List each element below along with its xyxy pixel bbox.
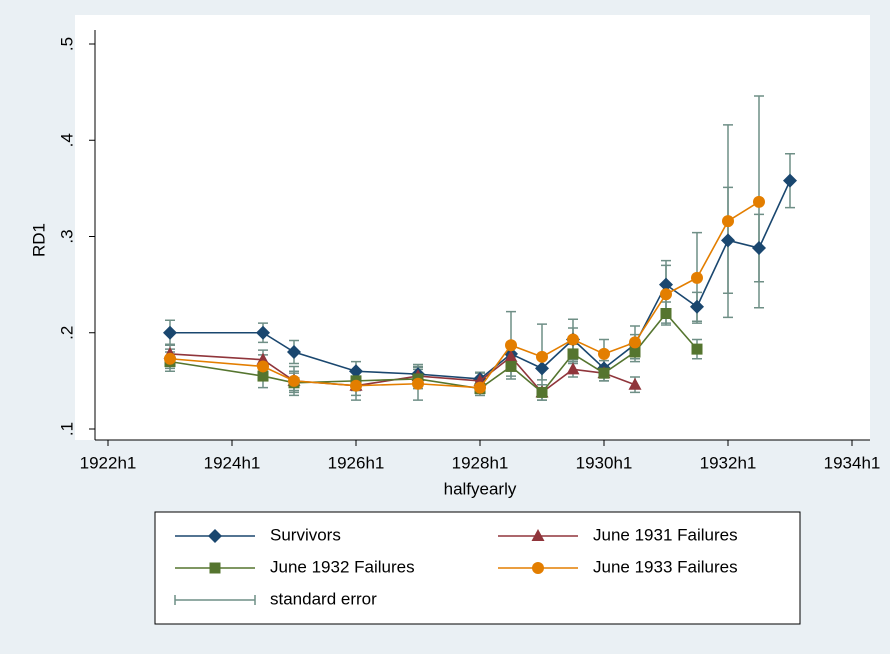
data-point: [691, 271, 703, 284]
data-point: [660, 308, 672, 319]
x-tick-label: 1922h1: [80, 453, 137, 472]
legend-marker: [209, 562, 221, 574]
data-point: [504, 349, 518, 362]
y-tick-label: .1: [57, 422, 76, 436]
data-point: [287, 345, 301, 359]
legend-label: June 1933 Failures: [593, 557, 738, 576]
data-point: [256, 325, 270, 340]
data-point: [722, 215, 734, 228]
data-point: [536, 350, 548, 363]
data-point: [598, 347, 610, 360]
data-point: [474, 381, 486, 394]
y-tick-label: .3: [57, 229, 76, 243]
data-point: [721, 233, 735, 248]
legend-label: June 1931 Failures: [593, 525, 738, 544]
legend-marker: [531, 529, 545, 541]
legend-error-bar: [174, 595, 256, 605]
legend-label: June 1932 Failures: [270, 557, 415, 576]
y-axis-title: RD1: [29, 223, 48, 257]
data-point: [753, 195, 765, 208]
data-point: [691, 343, 703, 355]
data-point: [659, 277, 673, 292]
data-point: [660, 288, 672, 301]
data-point: [690, 299, 704, 314]
legend-label: Survivors: [270, 525, 341, 544]
x-tick-label: 1932h1: [700, 453, 757, 472]
legend: [154, 511, 801, 625]
data-point: [629, 346, 641, 358]
legend-label: standard error: [270, 589, 377, 608]
data-point: [628, 377, 642, 390]
data-point: [412, 377, 424, 390]
data-point: [566, 362, 580, 375]
data-point: [505, 339, 517, 352]
x-tick-label: 1934h1: [824, 453, 881, 472]
y-tick-label: .4: [57, 133, 76, 147]
data-point: [567, 348, 579, 360]
data-point: [629, 336, 641, 349]
data-point: [598, 367, 610, 379]
x-tick-label: 1928h1: [452, 453, 509, 472]
data-point: [567, 333, 579, 346]
data-point: [349, 364, 363, 379]
data-point: [350, 379, 362, 392]
data-point: [163, 325, 177, 340]
x-tick-label: 1926h1: [328, 453, 385, 472]
data-point: [164, 352, 176, 365]
legend-marker: [208, 529, 222, 543]
data-point: [288, 374, 300, 387]
x-axis-title: halfyearly: [444, 479, 517, 498]
plot-region: [75, 15, 870, 440]
data-point: [536, 386, 548, 398]
data-point: [535, 361, 549, 376]
x-tick-label: 1924h1: [204, 453, 261, 472]
data-point: [505, 360, 517, 372]
data-point: [257, 370, 269, 382]
y-tick-label: .5: [57, 37, 76, 51]
y-tick-label: .2: [57, 326, 76, 340]
legend-marker: [532, 562, 544, 574]
data-point: [783, 173, 797, 188]
data-point: [257, 360, 269, 373]
x-tick-label: 1930h1: [576, 453, 633, 472]
series-line: [170, 180, 791, 380]
data-point: [752, 241, 766, 256]
